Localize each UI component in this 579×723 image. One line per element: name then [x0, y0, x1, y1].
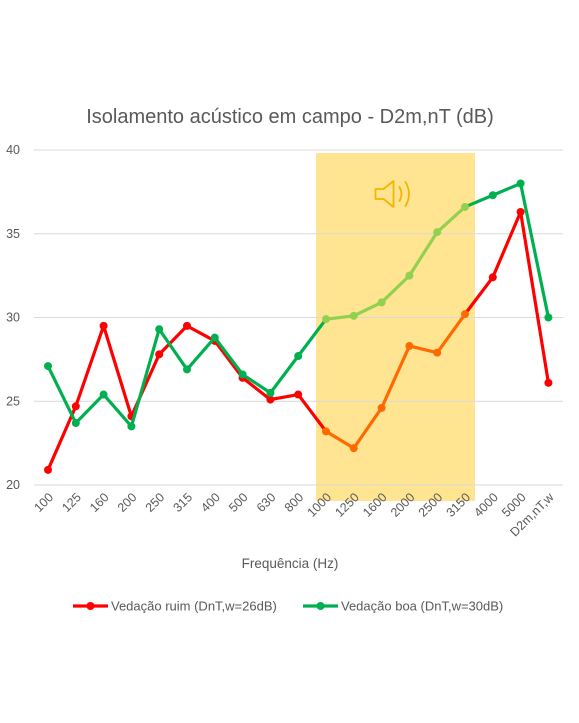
series-1-point: [99, 321, 108, 330]
series-1-segment: [463, 275, 495, 316]
series-1-point: [155, 350, 164, 359]
series-1-point: [516, 207, 525, 216]
series-1-point: [544, 378, 553, 387]
y-tick-label: 35: [6, 227, 20, 241]
series-2-segment: [463, 193, 495, 209]
series-1-point: [405, 341, 414, 350]
series-1-segment: [185, 324, 217, 343]
series-1-point: [461, 310, 469, 319]
chart-title: Isolamento acústico em campo - D2m,nT (d…: [86, 106, 494, 128]
series-2-segment: [46, 364, 78, 425]
series-1-point: [44, 465, 52, 474]
series-2-segment: [518, 181, 551, 320]
series-2-segment: [435, 205, 467, 234]
series-1-point: [71, 402, 80, 411]
series-1-point: [377, 403, 386, 412]
x-tick-label: 4000: [471, 490, 501, 520]
legend-marker-2: [316, 602, 325, 610]
series-2-point: [210, 333, 219, 342]
x-tick-label: 250: [143, 490, 168, 515]
y-tick-label: 20: [6, 478, 20, 492]
series-1-point: [294, 390, 303, 399]
x-axis-title: Frequência (Hz): [242, 556, 339, 571]
y-tick-label: 40: [6, 143, 20, 157]
series-2-point: [155, 325, 164, 334]
series-2-segment: [407, 230, 439, 278]
legend-label-2: Vedação boa (DnT,w=30dB): [341, 599, 503, 614]
x-tick-label: 160: [87, 490, 112, 515]
series-2-segment: [101, 392, 133, 428]
series-2-point: [544, 313, 553, 322]
sound-wave-large: [404, 181, 410, 207]
series-1-segment: [435, 312, 467, 355]
x-tick-label: 800: [282, 490, 307, 515]
series-1-segment: [213, 339, 245, 380]
series-2-point: [461, 202, 469, 211]
series-2-point: [99, 390, 108, 399]
series-2-segment: [213, 336, 245, 377]
highlight-band: [316, 153, 475, 501]
series-2-point: [127, 422, 136, 431]
y-tick-label: 30: [6, 311, 20, 325]
speaker-body: [374, 180, 395, 208]
legend-label-1: Vedação ruim (DnT,w=26dB): [111, 599, 277, 614]
series-2-point: [183, 365, 191, 374]
series-2-point: [322, 315, 330, 324]
series-1: [44, 207, 553, 474]
series-2-point: [238, 370, 247, 379]
series-1-point: [433, 348, 442, 357]
series-1-segment: [296, 392, 328, 433]
series-2-segment: [380, 274, 411, 305]
x-tick-label: 125: [59, 490, 84, 515]
x-tick-label: 315: [170, 490, 195, 515]
series-2: [44, 179, 553, 431]
series-2-segment: [129, 327, 161, 428]
series-2-point: [405, 271, 414, 280]
series-1-segment: [324, 429, 356, 450]
speaker-sound-icon: [374, 180, 410, 208]
x-tick-label: 100: [31, 490, 56, 515]
series-1-segment: [407, 344, 439, 355]
series-1-point: [488, 273, 497, 282]
series-2-segment: [352, 300, 384, 318]
x-tick-label: 400: [198, 490, 223, 515]
x-tick-label: 630: [254, 490, 279, 515]
series-1-point: [183, 321, 191, 330]
series-1-segment: [380, 344, 411, 410]
series-1-point: [349, 444, 358, 453]
series-2-segment: [324, 314, 356, 321]
series-2-segment: [74, 392, 106, 425]
series-2-segment: [157, 327, 189, 372]
x-tick-label: 500: [226, 490, 251, 515]
series-2-point: [266, 388, 275, 397]
y-tick-label: 25: [6, 394, 20, 408]
series-2-segment: [241, 372, 272, 395]
series-1-segment: [268, 392, 300, 402]
series-2-segment: [185, 336, 217, 372]
series-2-segment: [491, 181, 523, 197]
series-2-segment: [268, 354, 300, 395]
series-2-point: [44, 362, 52, 371]
sound-wave-small: [398, 186, 403, 202]
series-1-segment: [101, 324, 133, 418]
series-1-point: [322, 427, 330, 436]
series-2-point: [377, 298, 386, 307]
series-1-segment: [157, 324, 189, 356]
x-tick-label: 200: [115, 490, 140, 515]
series-1-segment: [352, 406, 384, 450]
series-2-point: [488, 191, 497, 200]
series-1-segment: [241, 376, 272, 402]
series-2-point: [294, 352, 303, 361]
series-1-segment: [491, 210, 523, 279]
series-2-point: [71, 419, 80, 428]
legend-marker-1: [86, 602, 95, 610]
series-2-point: [349, 311, 358, 320]
series-2-point: [516, 179, 525, 188]
series-2-point: [433, 228, 442, 237]
series-1-segment: [518, 210, 551, 385]
series-1-point: [266, 395, 275, 404]
series-2-segment: [296, 317, 328, 358]
series-1-segment: [74, 324, 106, 408]
